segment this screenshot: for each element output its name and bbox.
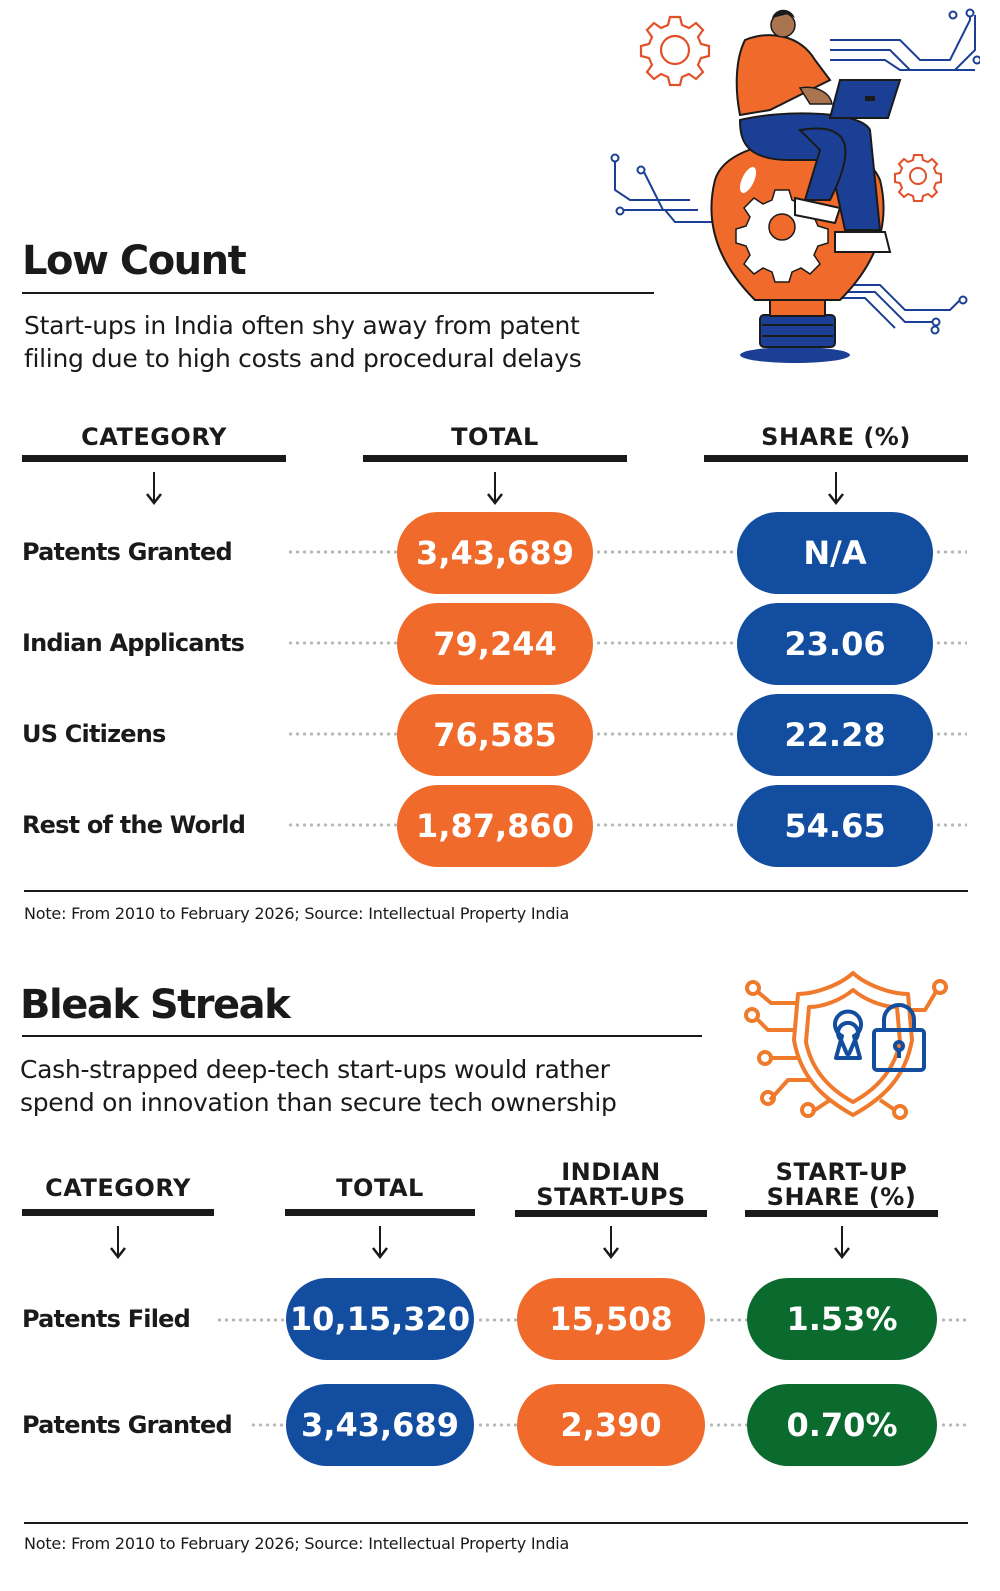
indian-startups-value-pill: 15,508 (517, 1278, 705, 1360)
total-value-pill: 1,87,860 (397, 785, 593, 867)
shield-lock-circuit-icon (730, 960, 950, 1120)
section1-subtitle-line2: filing due to high costs and procedural … (24, 344, 582, 373)
arrow-down-icon (372, 1226, 388, 1260)
column-header-rule (22, 455, 286, 462)
dotted-leader (595, 823, 737, 827)
table-row-label: Patents Filed (22, 1305, 191, 1333)
section1-note-rule (24, 890, 968, 892)
dotted-leader (287, 823, 397, 827)
share-value-pill: 23.06 (737, 603, 933, 685)
dotted-leader (287, 550, 397, 554)
dotted-leader (935, 823, 967, 827)
share-value-pill: 22.28 (737, 694, 933, 776)
startup-share-value-pill: 1.53% (747, 1278, 937, 1360)
dotted-leader (935, 641, 967, 645)
column-header-indian-startups: INDIAN START-UPS (515, 1160, 707, 1210)
table-row-label: Patents Granted (22, 538, 233, 566)
column-header-rule (745, 1210, 938, 1217)
column-header-line: CATEGORY (45, 1174, 191, 1202)
column-header-line: START-UP (775, 1158, 908, 1186)
dotted-leader (935, 550, 967, 554)
dotted-leader (940, 1318, 967, 1322)
share-value-pill: 54.65 (737, 785, 933, 867)
column-header-category: CATEGORY (81, 423, 227, 451)
table-row-label: Patents Granted (22, 1411, 233, 1439)
column-header-line: INDIAN (561, 1158, 661, 1186)
column-header-line: TOTAL (336, 1174, 424, 1202)
dotted-leader (940, 1423, 967, 1427)
column-header-rule (515, 1210, 707, 1217)
dotted-leader (708, 1423, 748, 1427)
section2-subtitle-line2: spend on innovation than secure tech own… (20, 1088, 617, 1117)
total-value-pill: 10,15,320 (286, 1278, 474, 1360)
total-value-pill: 76,585 (397, 694, 593, 776)
section2-note: Note: From 2010 to February 2026; Source… (24, 1534, 570, 1553)
section2-note-rule (24, 1522, 968, 1524)
column-header-category: CATEGORY (22, 1176, 214, 1200)
dotted-leader (250, 1423, 286, 1427)
total-value-pill: 79,244 (397, 603, 593, 685)
dotted-leader (216, 1318, 286, 1322)
column-header-startup-share: START-UP SHARE (%) (745, 1160, 938, 1210)
section1-title: Low Count (22, 238, 247, 284)
column-header-total: TOTAL (285, 1176, 475, 1200)
share-value-pill: N/A (737, 512, 933, 594)
person-on-lightbulb-illustration (600, 0, 982, 370)
section2-subtitle-line1: Cash-strapped deep-tech start-ups would … (20, 1055, 610, 1084)
arrow-down-icon (828, 472, 844, 506)
dotted-leader (595, 641, 737, 645)
arrow-down-icon (603, 1226, 619, 1260)
column-header-total: TOTAL (451, 423, 539, 451)
dotted-leader (477, 1423, 517, 1427)
table-row-label: Rest of the World (22, 811, 246, 839)
section1-title-rule (22, 292, 654, 294)
table-row-label: Indian Applicants (22, 629, 245, 657)
arrow-down-icon (110, 1226, 126, 1260)
arrow-down-icon (146, 472, 162, 506)
person-icon (735, 9, 902, 253)
column-header-rule (704, 455, 968, 462)
column-header-share: SHARE (%) (761, 423, 911, 451)
column-header-line: SHARE (%) (766, 1183, 917, 1211)
gear-icon (639, 15, 711, 87)
total-value-pill: 3,43,689 (397, 512, 593, 594)
dotted-leader (595, 732, 737, 736)
section2-title-rule (22, 1035, 702, 1037)
section1-subtitle-line1: Start-ups in India often shy away from p… (24, 311, 580, 340)
total-value-pill: 3,43,689 (286, 1384, 474, 1466)
section1-note: Note: From 2010 to February 2026; Source… (24, 904, 570, 923)
dotted-leader (595, 550, 737, 554)
table-row-label: US Citizens (22, 720, 166, 748)
column-header-line: START-UPS (536, 1183, 686, 1211)
column-header-rule (22, 1209, 214, 1216)
column-header-rule (363, 455, 627, 462)
dotted-leader (477, 1318, 517, 1322)
arrow-down-icon (834, 1226, 850, 1260)
dotted-leader (287, 641, 397, 645)
dotted-leader (287, 732, 397, 736)
arrow-down-icon (487, 472, 503, 506)
column-header-rule (285, 1209, 475, 1216)
section2-title: Bleak Streak (20, 982, 291, 1028)
startup-share-value-pill: 0.70% (747, 1384, 937, 1466)
gear-icon (894, 154, 942, 202)
indian-startups-value-pill: 2,390 (517, 1384, 705, 1466)
dotted-leader (708, 1318, 748, 1322)
dotted-leader (935, 732, 967, 736)
